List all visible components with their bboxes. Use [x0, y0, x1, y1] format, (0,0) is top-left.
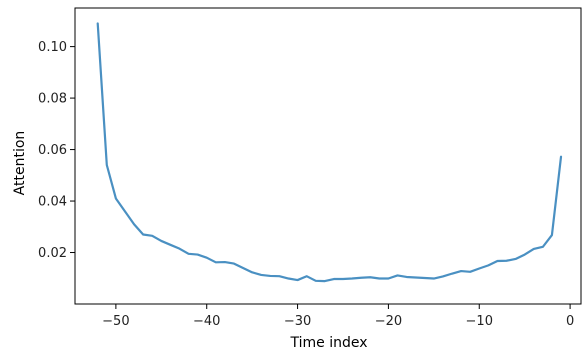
y-tick-label: 0.08: [38, 92, 67, 107]
y-axis: 0.02 0.04 0.06 0.08 0.10: [38, 40, 75, 261]
y-tick-label: 0.06: [38, 143, 67, 158]
x-axis: −50 −40 −30 −20 −10 0: [102, 304, 574, 329]
x-axis-label: Time index: [289, 335, 367, 351]
series-line-0: [96, 22, 563, 283]
x-tick-label: −10: [466, 314, 493, 329]
x-tick-label: −30: [284, 314, 311, 329]
plot-frame: [74, 7, 582, 305]
y-tick-label: 0.10: [38, 40, 67, 55]
series-layer: [96, 22, 563, 283]
y-axis-label: Attention: [12, 131, 28, 196]
x-tick-label: −20: [375, 314, 402, 329]
y-tick-label: 0.02: [38, 246, 67, 261]
y-tick-label: 0.04: [38, 195, 67, 210]
x-tick-label: −50: [102, 314, 129, 329]
x-tick-label: −40: [193, 314, 220, 329]
x-tick-label: 0: [566, 314, 574, 329]
plot-border: [74, 7, 582, 305]
